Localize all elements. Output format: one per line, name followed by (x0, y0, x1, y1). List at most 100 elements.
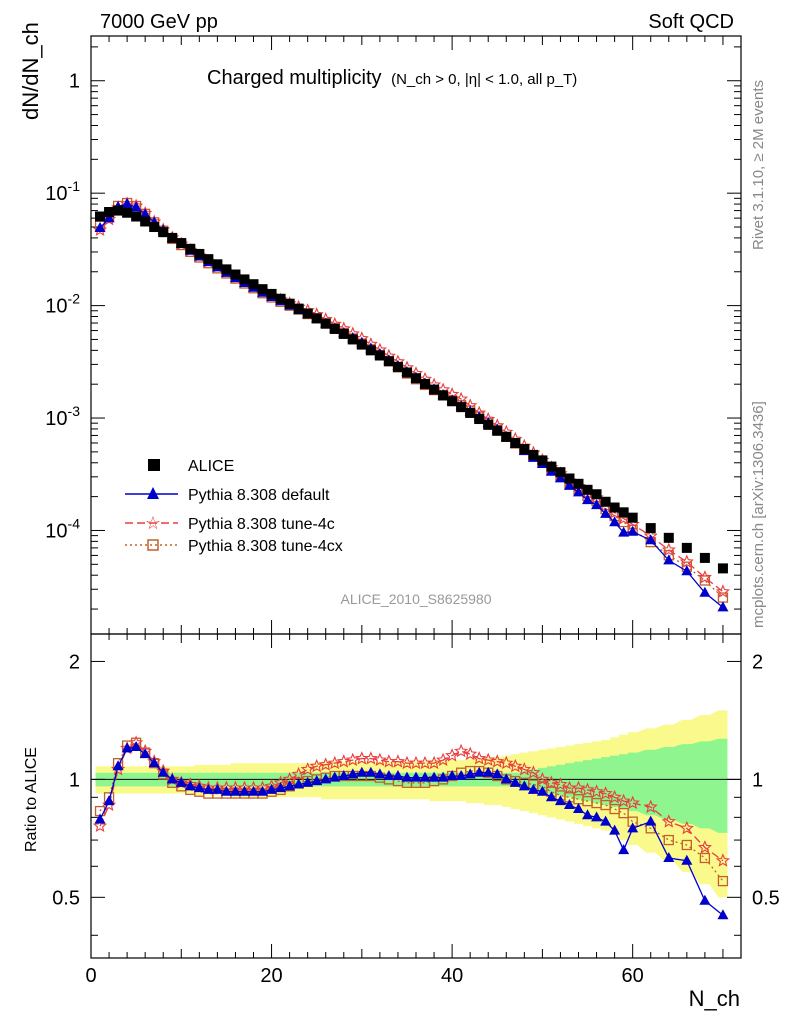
ratio-default-point (329, 771, 341, 782)
legend-label-tune4cx: Pythia 8.308 tune-4cx (188, 538, 343, 555)
ratio-default-point (554, 795, 566, 806)
legend: ALICE Pythia 8.308 default ☆ Pythia 8.30… (125, 458, 343, 555)
ratio-default-point (103, 795, 115, 806)
analysis-id: ALICE_2010_S8625980 (340, 591, 491, 607)
ratio-tune4c-point (300, 762, 315, 776)
ratio-tune4c-point (580, 782, 595, 796)
ratio-tune4c-point (390, 754, 406, 768)
ratio-tune4c-point (643, 799, 658, 814)
ratio-band-outer (95, 710, 728, 898)
alice-data-point (681, 542, 692, 553)
ratio-tune4c-point (508, 758, 523, 773)
main-default-point (582, 494, 594, 505)
alice-data-point (392, 361, 403, 372)
alice-data-point (329, 323, 340, 334)
main-default-point (600, 507, 612, 518)
process-label: Soft QCD (648, 11, 734, 33)
ratio-default-point (627, 822, 639, 833)
x-tick-label: 40 (441, 965, 463, 987)
ratio-tune4c-point (535, 771, 550, 786)
alice-data-point (140, 216, 151, 227)
alice-data-point (248, 279, 259, 290)
top-y-axis-label: dN/dN_ch (18, 22, 43, 120)
ratio-default-point (238, 785, 250, 796)
ratio-default-point (419, 771, 431, 782)
ratio-tune4c-point (363, 751, 378, 765)
alice-data-point (293, 303, 304, 314)
alice-data-point (546, 461, 557, 472)
main-tune4cx-line (99, 202, 724, 599)
ratio-default-point (211, 783, 223, 794)
ratio-tune4cx-point (699, 852, 711, 864)
main-default-point (627, 525, 639, 536)
ratio-default-point (401, 771, 413, 782)
ratio-default-point (284, 780, 296, 791)
ratio-default-point (184, 780, 196, 791)
top-y-tick-label: 10-2 (45, 291, 80, 318)
plot-title-main: Charged multiplicity (207, 67, 382, 89)
main-tune4c-point (715, 584, 731, 598)
ratio-default-point (311, 775, 323, 786)
alice-data-point (257, 284, 268, 295)
ratio-tune4c-point (715, 853, 731, 867)
alice-data-point (311, 313, 322, 324)
ratio-default-point (600, 815, 612, 826)
ratio-default-point (121, 742, 133, 753)
alice-data-point (122, 207, 133, 218)
ratio-default-point (482, 766, 494, 777)
ratio-default-point (365, 766, 377, 777)
ratio-default-point (428, 771, 440, 782)
alice-data-point (266, 288, 277, 299)
tick-exponent: -3 (68, 403, 81, 419)
main-default-point (609, 516, 621, 527)
ratio-tune4c-point (598, 786, 613, 800)
alice-data-series (95, 205, 728, 574)
ratio-default-point (437, 771, 449, 782)
data-series (92, 196, 731, 920)
main-default-point (717, 601, 729, 612)
alice-data-point (230, 269, 241, 280)
ratio-y-tick-label-right: 2 (752, 651, 763, 673)
alice-data-point (645, 523, 656, 534)
alice-data-point (528, 449, 539, 460)
legend-marker-default (147, 487, 159, 499)
alice-data-point (212, 259, 223, 270)
alice-data-point (158, 227, 169, 238)
alice-data-point (194, 248, 205, 259)
ratio-default-point (591, 811, 603, 822)
ratio-default-point (518, 780, 530, 791)
ratio-tune4c-point (481, 752, 496, 767)
ratio-y-axis-label: Ratio to ALICE (23, 747, 40, 852)
alice-data-point (663, 532, 674, 543)
ratio-tune4c-point (661, 814, 676, 828)
ratio-tune4c-point (589, 784, 604, 798)
main-tune4c-point (679, 554, 694, 568)
ratio-tune4c-point (625, 795, 640, 810)
ratio-default-point (112, 760, 124, 771)
ratio-default-point (491, 768, 503, 779)
ratio-default-point (663, 851, 675, 862)
alice-data-point (420, 378, 431, 389)
ratio-default-point (139, 748, 151, 759)
ratio-tune4c-point (454, 743, 469, 758)
ratio-default-point (338, 770, 350, 781)
alice-data-point (320, 318, 331, 329)
alice-data-point (185, 243, 196, 254)
ratio-default-point (699, 894, 711, 905)
alice-data-point (176, 238, 187, 249)
main-default-point (94, 222, 106, 233)
x-axis-label: N_ch (689, 986, 740, 1011)
main-default-point (103, 212, 115, 223)
ratio-tune4c-point (679, 820, 694, 835)
alice-data-point (699, 552, 710, 563)
ratio-default-point (500, 773, 512, 784)
alice-data-point (564, 473, 575, 484)
legend-label-alice: ALICE (188, 458, 234, 475)
main-default-point (563, 479, 575, 490)
x-tick-label: 0 (85, 965, 96, 987)
ratio-tune4c-point (490, 754, 505, 768)
alice-data-point (95, 211, 106, 222)
alice-data-point (131, 211, 142, 222)
alice-data-point (492, 425, 503, 436)
